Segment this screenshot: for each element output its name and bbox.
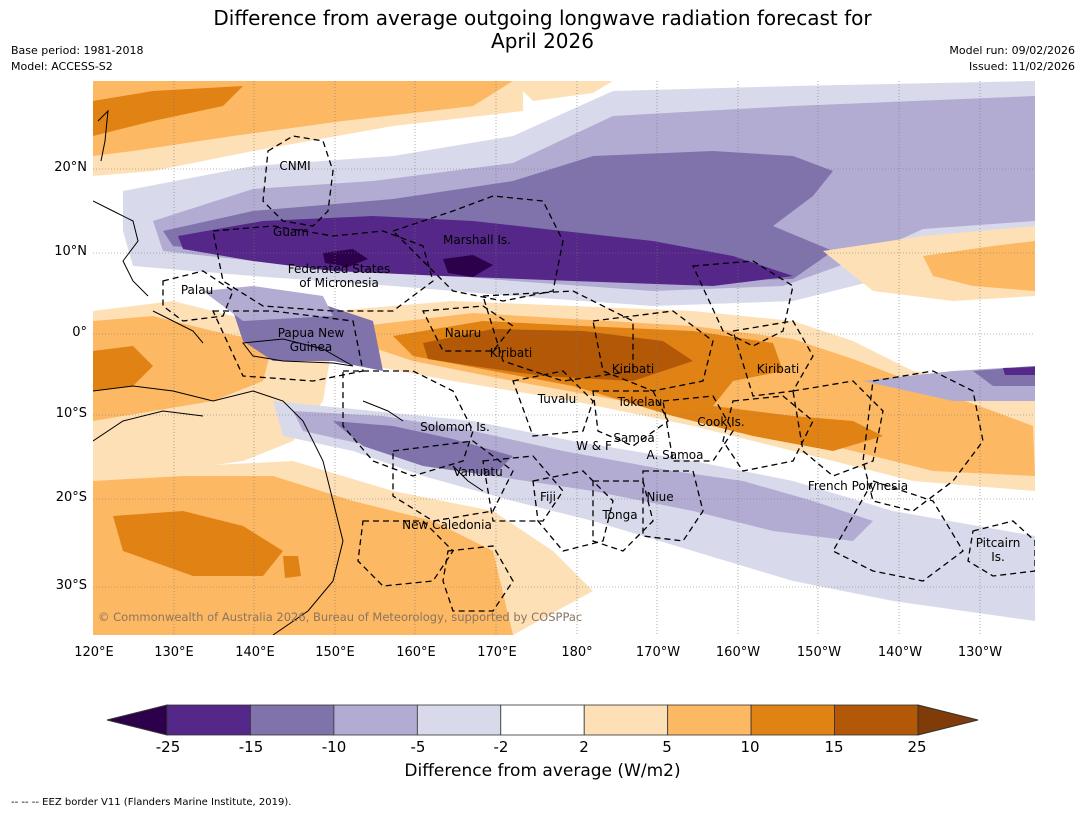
label-pitcairn-1: Pitcairn bbox=[976, 536, 1021, 550]
colorbar-tick: 15 bbox=[824, 738, 844, 756]
lon-tick: 160°W bbox=[715, 645, 761, 660]
equatorial-brown bbox=[423, 329, 693, 381]
north-darkest-purple-2 bbox=[443, 255, 493, 277]
lon-tick: 150°W bbox=[796, 645, 842, 660]
lat-tick: 20°N bbox=[54, 160, 87, 175]
colorbar-tick: 25 bbox=[907, 738, 927, 756]
lat-tick: 10°N bbox=[54, 244, 87, 259]
label-french-polynesia: French Polynesia bbox=[808, 479, 908, 493]
base-period: Base period: 1981-2018 bbox=[11, 44, 144, 57]
sw-dark-purple bbox=[333, 421, 513, 476]
label-tonga: Tonga bbox=[601, 508, 637, 522]
label-png-1: Papua New bbox=[278, 326, 345, 340]
aus-dark-orange bbox=[113, 511, 283, 576]
colorbar-cell bbox=[667, 704, 752, 736]
colorbar-tick: -2 bbox=[493, 738, 509, 756]
colorbar-cell bbox=[416, 704, 502, 736]
label-palau: Palau bbox=[181, 283, 213, 297]
colorbar-tick: -25 bbox=[155, 738, 181, 756]
lon-tick: 120°E bbox=[74, 645, 114, 660]
colorbar-tick: -15 bbox=[238, 738, 264, 756]
eez-borders bbox=[162, 135, 1035, 612]
png-light-purple bbox=[203, 286, 333, 321]
colorbar-cell bbox=[250, 704, 335, 736]
lon-tick: 160°E bbox=[396, 645, 436, 660]
copyright-notice: © Commonwealth of Australia 2026, Bureau… bbox=[98, 610, 582, 624]
title-line-2: April 2026 bbox=[491, 29, 594, 53]
north-east-peach bbox=[513, 81, 613, 101]
colorbar bbox=[106, 704, 979, 736]
east-north-orange bbox=[923, 241, 1035, 291]
east-eq-dark-purple bbox=[1003, 367, 1035, 375]
model-run: Model run: 09/02/2026 bbox=[949, 44, 1075, 57]
lon-tick: 150°E bbox=[315, 645, 355, 660]
colorbar-cell bbox=[333, 704, 418, 736]
meta-right: Model run: 09/02/2026 Issued: 11/02/2026 bbox=[949, 43, 1075, 75]
colorbar-cell bbox=[750, 704, 835, 736]
colorbar-tick: 10 bbox=[740, 738, 760, 756]
colorbar-tick: -10 bbox=[321, 738, 347, 756]
lat-tick: 10°S bbox=[55, 406, 87, 421]
west-orange bbox=[93, 316, 273, 421]
label-guam: Guam bbox=[273, 225, 309, 239]
lat-tick: 20°S bbox=[55, 490, 87, 505]
label-vanuatu: Vanuatu bbox=[453, 465, 503, 479]
coastlines bbox=[93, 109, 484, 635]
colorbar-cell bbox=[583, 704, 669, 736]
north-dark-orange bbox=[93, 86, 243, 136]
colorbar-cell bbox=[166, 704, 251, 736]
model-name: Model: ACCESS-S2 bbox=[11, 60, 113, 73]
north-darkest-purple-1 bbox=[323, 249, 368, 267]
colorbar-cell bbox=[500, 704, 585, 736]
colorbar-cell bbox=[834, 704, 919, 736]
lon-tick: 180° bbox=[561, 645, 593, 660]
label-kiribati-west: Kiribati bbox=[490, 346, 532, 360]
meta-left: Base period: 1981-2018 Model: ACCESS-S2 bbox=[11, 43, 143, 75]
eez-footnote: -- -- -- EEZ border V11 (Flanders Marine… bbox=[11, 797, 292, 808]
label-american-samoa: A. Samoa bbox=[647, 448, 704, 462]
label-new-caledonia: New Caledonia bbox=[402, 518, 492, 532]
chart-title: Difference from average outgoing longwav… bbox=[0, 7, 1085, 53]
issued-date: Issued: 11/02/2026 bbox=[968, 60, 1075, 73]
lat-tick: 0° bbox=[72, 325, 87, 340]
label-cook: Cook Is. bbox=[697, 415, 744, 429]
label-wallis-futuna: W & F bbox=[576, 439, 612, 453]
graticule bbox=[93, 81, 1035, 635]
label-png-2: Guinea bbox=[290, 340, 333, 354]
lon-tick: 140°W bbox=[877, 645, 923, 660]
colorbar-tick: 2 bbox=[579, 738, 589, 756]
west-dark-orange bbox=[93, 346, 153, 391]
lon-tick: 130°E bbox=[154, 645, 194, 660]
colorbar-tick: 5 bbox=[662, 738, 672, 756]
label-fsm-2: of Micronesia bbox=[299, 276, 379, 290]
lon-tick: 170°E bbox=[477, 645, 517, 660]
label-marshall: Marshall Is. bbox=[443, 233, 511, 247]
colorbar-extend-right bbox=[917, 704, 979, 736]
label-pitcairn-2: Is. bbox=[991, 550, 1005, 564]
label-tuvalu: Tuvalu bbox=[537, 392, 577, 406]
lon-tick: 130°W bbox=[957, 645, 1003, 660]
colorbar-tick: -5 bbox=[410, 738, 426, 756]
aus-small-orange bbox=[283, 556, 301, 578]
olr-anomaly-map: CNMI Guam Marshall Is. Federated States … bbox=[93, 81, 1035, 635]
title-line-1: Difference from average outgoing longwav… bbox=[213, 6, 872, 30]
label-kiribati-central: Kiribati bbox=[612, 362, 654, 376]
label-fiji: Fiji bbox=[540, 490, 556, 504]
colorbar-title: Difference from average (W/m2) bbox=[404, 761, 681, 781]
label-kiribati-east: Kiribati bbox=[757, 362, 799, 376]
lon-tick: 170°W bbox=[635, 645, 681, 660]
label-fsm-1: Federated States bbox=[288, 262, 390, 276]
label-solomon: Solomon Is. bbox=[420, 420, 490, 434]
label-nauru: Nauru bbox=[445, 326, 481, 340]
north-dark-purple bbox=[178, 216, 793, 286]
label-niue: Niue bbox=[646, 490, 673, 504]
lon-tick: 140°E bbox=[235, 645, 275, 660]
lat-tick: 30°S bbox=[55, 578, 87, 593]
label-samoa: Samoa bbox=[613, 431, 654, 445]
colorbar-cells bbox=[166, 704, 919, 736]
label-cnmi: CNMI bbox=[279, 159, 310, 173]
label-tokelau: Tokelau bbox=[617, 395, 663, 409]
colorbar-extend-left bbox=[106, 704, 168, 736]
country-labels: CNMI Guam Marshall Is. Federated States … bbox=[181, 159, 1020, 564]
